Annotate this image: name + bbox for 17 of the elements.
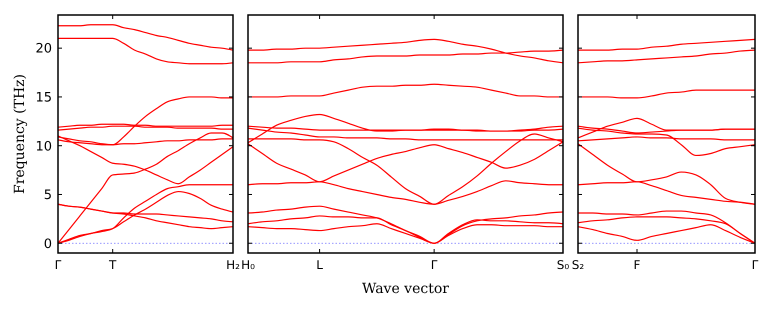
x-tick-label: H₂	[226, 258, 240, 272]
x-tick-label: T	[108, 258, 118, 272]
x-tick-label: S₂	[572, 258, 584, 272]
x-tick-label: F	[634, 258, 641, 272]
x-axis-title: Wave vector	[362, 281, 450, 297]
y-axis-title: Frequency (THz)	[12, 74, 28, 194]
x-tick-label: S₀	[556, 258, 570, 272]
y-tick-label: 15	[35, 90, 52, 106]
x-tick-label: Γ	[54, 258, 62, 272]
y-tick-label: 20	[35, 42, 52, 57]
y-tick-label: 0	[44, 236, 52, 252]
y-tick-label: 10	[35, 139, 52, 154]
x-tick-label: H₀	[241, 258, 256, 272]
x-tick-label: L	[316, 258, 324, 272]
x-tick-label: Γ	[752, 258, 759, 272]
x-tick-label: Γ	[430, 258, 438, 272]
y-tick-label: 5	[44, 188, 52, 204]
